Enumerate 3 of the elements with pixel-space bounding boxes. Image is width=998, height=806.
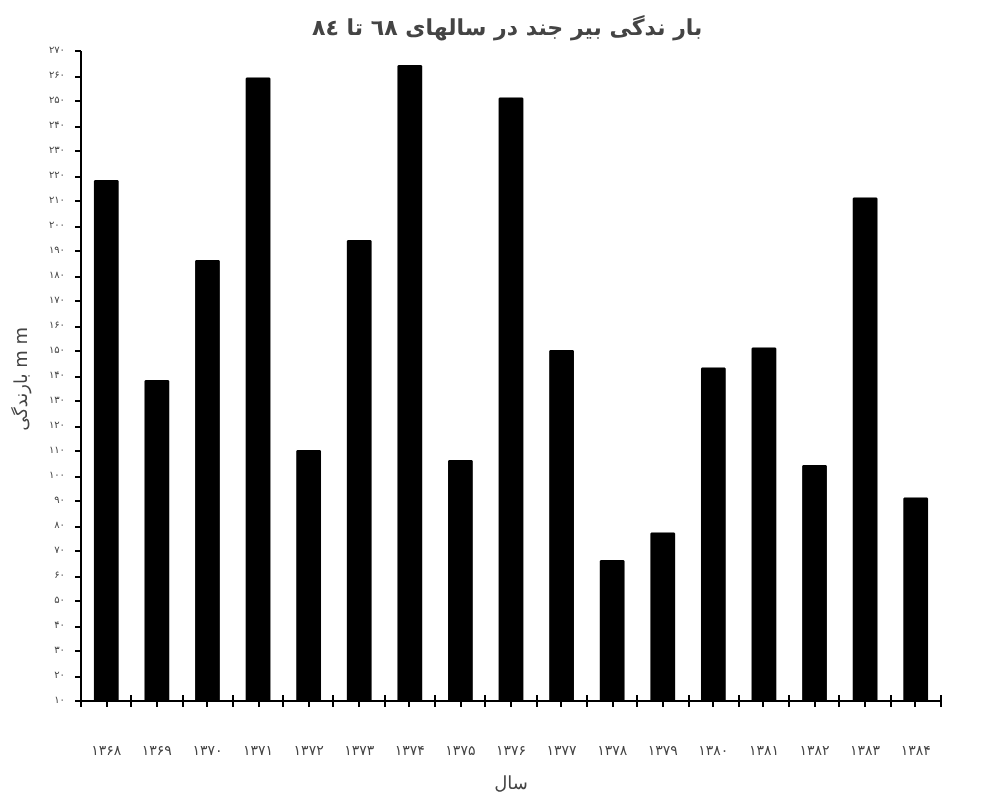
y-axis-title: بارندگی m m xyxy=(8,326,33,431)
chart-title: بار ندگی بیر جند در سالهای ٦٨ تا ٨٤ xyxy=(312,15,703,41)
x-axis-title: سال xyxy=(494,775,528,795)
